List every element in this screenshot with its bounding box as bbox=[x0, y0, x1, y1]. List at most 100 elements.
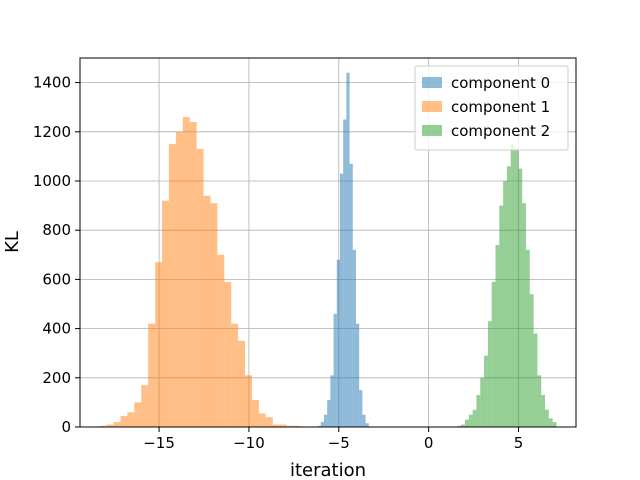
histogram-bar bbox=[346, 72, 350, 427]
histogram-bar bbox=[491, 281, 496, 427]
x-tick-label: −15 bbox=[143, 434, 175, 452]
y-tick-label: 600 bbox=[42, 270, 71, 288]
histogram-bar bbox=[258, 413, 266, 427]
histogram-bar bbox=[155, 262, 163, 427]
histogram-bar bbox=[472, 409, 477, 427]
x-tick-label: −5 bbox=[328, 434, 350, 452]
histogram-bar bbox=[99, 425, 107, 427]
histogram-bar bbox=[359, 390, 363, 427]
histogram-bar bbox=[238, 340, 246, 427]
histogram-bar bbox=[510, 144, 515, 427]
histogram-bar bbox=[279, 424, 287, 427]
legend-swatch bbox=[422, 77, 442, 88]
histogram-bar bbox=[317, 425, 321, 427]
histogram-bar bbox=[457, 425, 462, 427]
histogram-bar bbox=[352, 249, 356, 427]
legend-swatch bbox=[422, 101, 442, 112]
histogram-bar bbox=[480, 377, 485, 427]
histogram-bar bbox=[552, 422, 557, 427]
legend-entry-label: component 2 bbox=[451, 122, 550, 140]
y-tick-label: 1000 bbox=[33, 172, 71, 190]
y-tick-label: 1400 bbox=[33, 74, 71, 92]
histogram-bar bbox=[548, 418, 553, 427]
histogram-bar bbox=[113, 422, 121, 427]
histogram-bar bbox=[349, 163, 353, 427]
histogram-bar bbox=[362, 414, 366, 427]
y-axis-label: KL bbox=[2, 231, 23, 253]
histogram-bar bbox=[499, 205, 504, 427]
y-tick-label: 200 bbox=[42, 369, 71, 387]
histogram-bar bbox=[545, 409, 549, 427]
histogram-bar bbox=[461, 424, 466, 427]
histogram-bar bbox=[518, 168, 523, 427]
histogram-bar bbox=[106, 424, 114, 427]
histogram-bar bbox=[529, 294, 534, 427]
histogram-bar bbox=[487, 321, 492, 427]
histogram-bar bbox=[141, 385, 149, 427]
histogram-bar bbox=[320, 422, 324, 427]
histogram-bar bbox=[182, 117, 190, 427]
histogram-bar bbox=[245, 375, 252, 427]
series-1-bars bbox=[99, 117, 301, 428]
legend-swatch bbox=[422, 125, 442, 136]
histogram-bar bbox=[272, 424, 280, 427]
legend-entry-label: component 0 bbox=[451, 74, 550, 92]
histogram-bar bbox=[330, 375, 334, 427]
legend-box bbox=[414, 65, 569, 151]
series-2-bars bbox=[457, 144, 557, 428]
y-tick-label: 0 bbox=[61, 418, 71, 436]
histogram-bar bbox=[525, 249, 530, 427]
histogram-bar bbox=[476, 395, 481, 427]
histogram-bar bbox=[333, 313, 337, 427]
legend: component 0 component 1 component 2 bbox=[414, 65, 569, 151]
histogram-bar bbox=[127, 412, 135, 427]
histogram-bar bbox=[162, 200, 169, 427]
histogram-bar bbox=[251, 399, 259, 427]
histogram-bar bbox=[210, 203, 218, 427]
histogram-bar bbox=[355, 323, 360, 427]
y-tick-label: 800 bbox=[42, 221, 71, 239]
histogram-bar bbox=[537, 375, 542, 427]
histogram-bar bbox=[168, 144, 176, 427]
histogram-bar bbox=[134, 402, 142, 427]
plot-frame bbox=[79, 57, 577, 428]
axis-ticks: −15 −10 −5 0 5 0 200 400 600 800 1000 1200 1400 bbox=[33, 74, 523, 452]
x-axis-label: iteration bbox=[290, 460, 366, 480]
histogram-bar bbox=[468, 414, 473, 427]
histogram-bar bbox=[231, 323, 239, 427]
histogram-bar bbox=[323, 414, 328, 427]
histogram-bar bbox=[503, 181, 507, 427]
x-tick-label: −10 bbox=[233, 434, 265, 452]
histogram-bar bbox=[343, 119, 347, 427]
histogram-bar bbox=[148, 323, 156, 427]
histogram-bar bbox=[286, 425, 294, 427]
y-tick-label: 1200 bbox=[33, 123, 71, 141]
histogram-bar bbox=[196, 149, 204, 427]
histogram-bar bbox=[224, 281, 232, 427]
histogram-bar bbox=[533, 333, 538, 427]
histogram-bar bbox=[217, 254, 225, 427]
histogram-bar bbox=[495, 244, 500, 427]
histogram-bar bbox=[541, 395, 546, 427]
legend-entry-label: component 1 bbox=[451, 98, 550, 116]
y-tick-label: 400 bbox=[42, 320, 71, 338]
x-tick-label: 0 bbox=[424, 434, 434, 452]
histogram-bar bbox=[339, 173, 344, 427]
histogram-bar bbox=[465, 419, 469, 427]
histogram-bar bbox=[365, 423, 369, 427]
histogram-bar bbox=[336, 259, 340, 427]
x-tick-label: 5 bbox=[514, 434, 524, 452]
histogram-bar bbox=[203, 195, 211, 427]
series-0-bars bbox=[317, 72, 369, 427]
histogram-bar bbox=[175, 131, 183, 428]
histogram-bars bbox=[99, 72, 557, 428]
histogram-bar bbox=[265, 417, 273, 427]
histogram-bar bbox=[327, 399, 331, 427]
histogram-bar bbox=[189, 121, 197, 428]
histogram-bar bbox=[522, 203, 526, 427]
histogram-bar bbox=[293, 425, 301, 427]
histogram-bar bbox=[514, 149, 519, 427]
histogram-bar bbox=[506, 166, 511, 428]
histogram-bar bbox=[120, 415, 128, 427]
